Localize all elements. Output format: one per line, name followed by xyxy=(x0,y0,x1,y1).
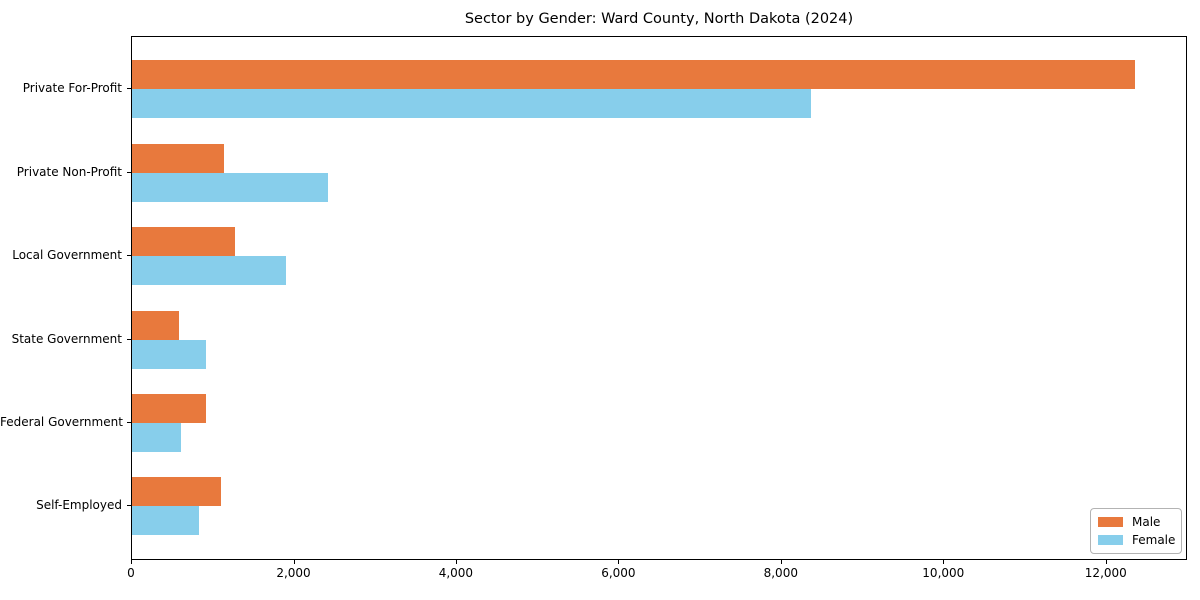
bar-male-state-government xyxy=(132,310,179,340)
bar-male-private-non-profit xyxy=(132,143,224,173)
bar-male-local-government xyxy=(132,227,236,257)
bar-female-private-non-profit xyxy=(132,172,328,202)
x-tick-mark xyxy=(1105,560,1107,564)
x-tick-mark xyxy=(131,560,132,564)
y-axis-label-private-non-profit: Private Non-Profit xyxy=(16,164,122,179)
y-tick-mark xyxy=(127,421,131,423)
x-tick-mark xyxy=(618,560,620,564)
x-axis-tick-label: 12,000 xyxy=(1084,566,1127,580)
bar-female-state-government xyxy=(132,339,206,369)
y-axis-label-state-government: State Government xyxy=(11,331,122,346)
bar-female-federal-government xyxy=(132,422,181,452)
y-axis-label-private-for-profit: Private For-Profit xyxy=(22,81,122,96)
bar-male-self-employed xyxy=(132,477,221,507)
y-tick-mark xyxy=(127,88,131,90)
x-tick-mark xyxy=(780,560,782,564)
y-axis-label-local-government: Local Government xyxy=(12,248,122,263)
y-tick-mark xyxy=(127,171,131,173)
y-tick-mark xyxy=(127,255,131,257)
plot-area xyxy=(131,36,1187,560)
x-tick-mark xyxy=(293,560,295,564)
chart-title: Sector by Gender: Ward County, North Dak… xyxy=(464,11,854,27)
legend-label-female: Female xyxy=(1132,533,1176,547)
x-axis-tick-label: 6,000 xyxy=(601,566,636,580)
x-tick-mark xyxy=(455,560,457,564)
legend: Male Female xyxy=(1090,508,1182,554)
y-tick-mark xyxy=(127,505,131,507)
bar-female-local-government xyxy=(132,256,286,286)
legend-swatch-male xyxy=(1098,517,1123,527)
x-axis-tick-label: 0 xyxy=(127,566,135,580)
y-tick-mark xyxy=(127,338,131,340)
x-axis-tick-label: 2,000 xyxy=(276,566,311,580)
bar-female-private-for-profit xyxy=(132,89,812,119)
legend-item-female: Female xyxy=(1098,533,1176,547)
y-axis-label-self-employed: Self-Employed xyxy=(36,498,122,513)
legend-swatch-female xyxy=(1098,535,1123,545)
legend-item-male: Male xyxy=(1098,515,1174,529)
legend-label-male: Male xyxy=(1132,515,1161,529)
y-axis-label-federal-government: Federal Government xyxy=(0,414,123,429)
bar-male-federal-government xyxy=(132,393,206,423)
x-axis-tick-label: 4,000 xyxy=(438,566,474,580)
x-axis-tick-label: 10,000 xyxy=(922,566,965,580)
x-axis-tick-label: 8,000 xyxy=(763,566,798,580)
x-tick-mark xyxy=(943,560,945,564)
bar-female-self-employed xyxy=(132,506,199,536)
bar-male-private-for-profit xyxy=(132,60,1136,90)
